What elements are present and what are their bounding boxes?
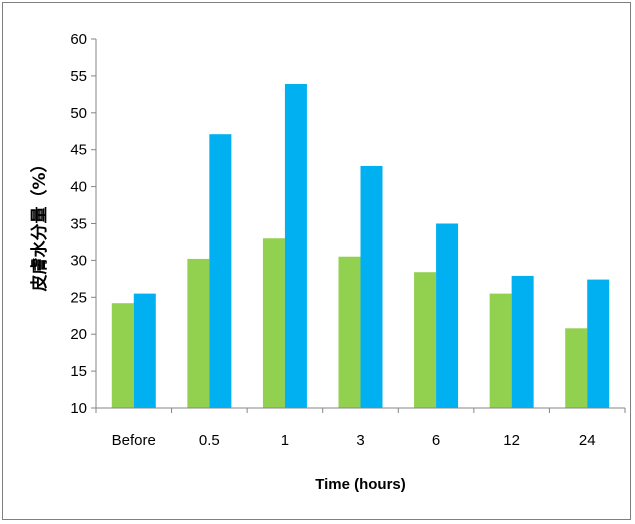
y-tick-label: 45 [70,142,87,159]
bar-series-1 [565,328,588,408]
bar-series-2 [133,293,156,408]
x-tick-label: 1 [281,432,289,449]
y-tick-label: 20 [70,326,87,343]
y-tick-label: 10 [70,400,87,417]
y-tick-label: 55 [70,68,87,85]
x-tick-label: 6 [432,432,440,449]
x-axis-ticks: Before 0.5 1 3 6 12 24 [95,408,626,449]
x-axis-title: Time (hours) [315,476,406,493]
x-tick-label: 3 [356,432,364,449]
bar-series-2 [436,223,459,408]
bar-series-2 [511,275,534,408]
y-tick-label: 35 [70,216,87,233]
y-tick-label: 25 [70,289,87,306]
bar-series-2 [284,84,307,408]
y-tick-label: 50 [70,105,87,122]
bars [111,84,610,408]
bar-series-2 [209,134,232,408]
x-tick-label: 0.5 [199,432,220,449]
bar-series-1 [489,293,512,408]
bar-series-2 [360,165,383,408]
x-tick-label: Before [112,432,156,449]
bar-series-2 [587,279,610,408]
bar-series-1 [338,256,361,408]
y-axis-ticks: 10 15 20 25 30 35 40 45 50 55 60 [70,31,96,417]
bar-series-1 [111,303,134,408]
x-tick-label: 12 [503,432,520,449]
bar-series-1 [414,272,437,408]
x-tick-label: 24 [579,432,596,449]
y-tick-label: 60 [70,31,87,48]
y-tick-label: 40 [70,179,87,196]
bar-series-1 [187,258,210,408]
chart-frame [2,2,631,520]
y-tick-label: 30 [70,252,87,269]
bar-series-1 [262,238,285,408]
y-tick-label: 15 [70,363,87,380]
y-axis-title: 皮膚水分量（%） [29,155,50,291]
